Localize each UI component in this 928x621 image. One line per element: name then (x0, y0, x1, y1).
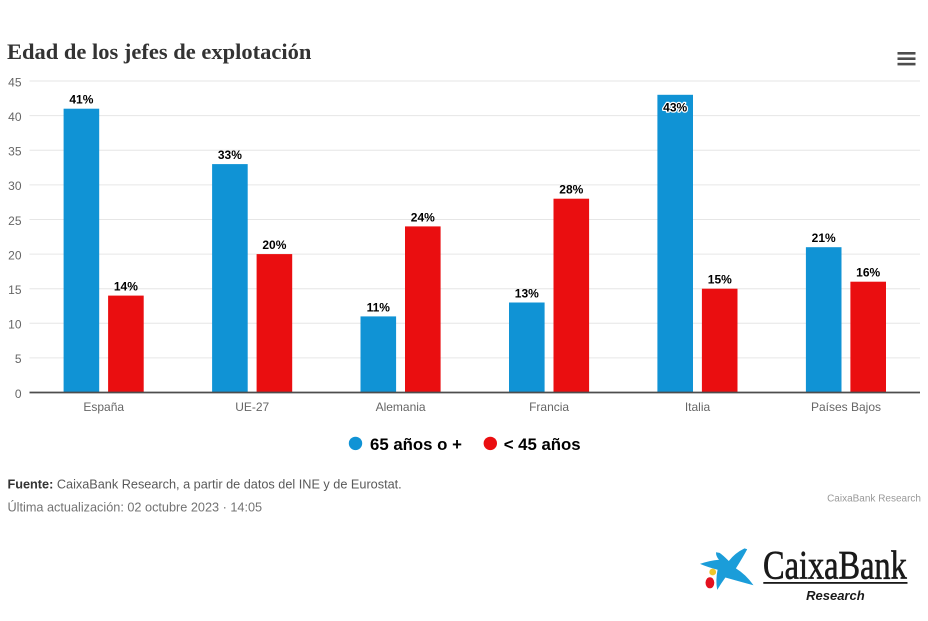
svg-text:13%: 13% (515, 287, 539, 301)
svg-text:24%: 24% (411, 210, 435, 224)
svg-text:10: 10 (8, 318, 22, 332)
svg-text:20: 20 (8, 248, 22, 262)
svg-text:España: España (83, 400, 124, 414)
svg-text:40: 40 (8, 110, 22, 124)
svg-text:UE-27: UE-27 (235, 400, 269, 414)
svg-text:Research: Research (806, 588, 865, 603)
svg-text:43%: 43% (663, 100, 687, 114)
svg-text:Fuente: CaixaBank Research, a: Fuente: CaixaBank Research, a partir de … (8, 478, 402, 492)
svg-text:45: 45 (8, 75, 22, 89)
svg-text:33%: 33% (218, 148, 242, 162)
svg-text:Edad de los jefes de explotaci: Edad de los jefes de explotación (7, 39, 312, 64)
svg-text:Francia: Francia (529, 400, 569, 414)
svg-text:25: 25 (8, 214, 22, 228)
svg-text:16%: 16% (856, 266, 880, 280)
svg-text:Alemania: Alemania (376, 400, 426, 414)
svg-text:35: 35 (8, 145, 22, 159)
svg-text:41%: 41% (69, 93, 93, 107)
svg-text:< 45 años: < 45 años (504, 435, 581, 454)
svg-text:21%: 21% (812, 231, 836, 245)
svg-text:28%: 28% (559, 183, 583, 197)
svg-text:11%: 11% (367, 300, 391, 314)
svg-text:20%: 20% (262, 238, 286, 252)
svg-text:15: 15 (8, 283, 22, 297)
svg-text:65 años o +: 65 años o + (370, 435, 462, 454)
svg-text:14%: 14% (114, 280, 138, 294)
svg-text:Países Bajos: Países Bajos (811, 400, 881, 414)
svg-text:0: 0 (15, 387, 22, 401)
svg-text:15%: 15% (708, 273, 732, 287)
svg-text:5: 5 (15, 352, 22, 366)
svg-text:30: 30 (8, 179, 22, 193)
svg-text:Italia: Italia (685, 400, 711, 414)
svg-text:Última actualización: 02 octub: Última actualización: 02 octubre 2023 · … (8, 499, 263, 514)
svg-text:CaixaBank Research: CaixaBank Research (827, 494, 921, 505)
svg-text:CaixaBank: CaixaBank (763, 542, 907, 587)
